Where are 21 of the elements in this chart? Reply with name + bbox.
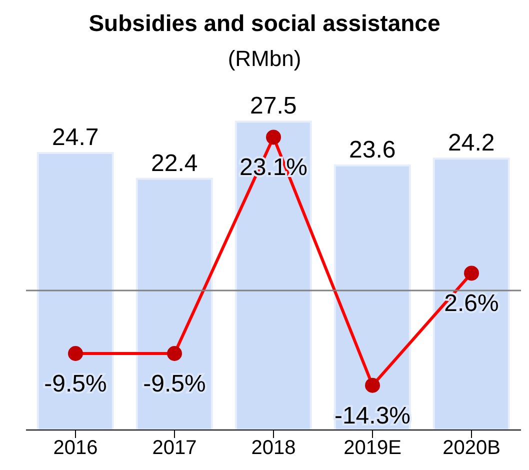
data-label: 23.6 [349, 136, 396, 164]
chart-subtitle: (RMbn) [226, 46, 302, 72]
data-label: 27.5 [250, 92, 297, 120]
bar [334, 164, 411, 430]
data-label: -9.5% [143, 370, 206, 398]
data-label: 24.2 [448, 130, 495, 157]
x-tick-label: 2019E [344, 437, 402, 460]
bar [36, 152, 114, 430]
data-label: 24.7 [52, 124, 99, 151]
x-tick-label: 2018 [251, 437, 296, 460]
bar [136, 178, 213, 430]
bar [234, 120, 312, 430]
chart-title: Subsidies and social assistance [88, 10, 442, 37]
x-tick-label: 2020B [442, 437, 500, 460]
data-label: 22.4 [151, 150, 198, 177]
data-label: -9.5% [44, 370, 107, 398]
x-tick-label: 2017 [152, 437, 197, 460]
data-label: 2.6% [444, 290, 499, 318]
x-tick-label: 2016 [53, 437, 98, 460]
bar [432, 158, 510, 430]
data-label: -14.3% [334, 402, 411, 430]
